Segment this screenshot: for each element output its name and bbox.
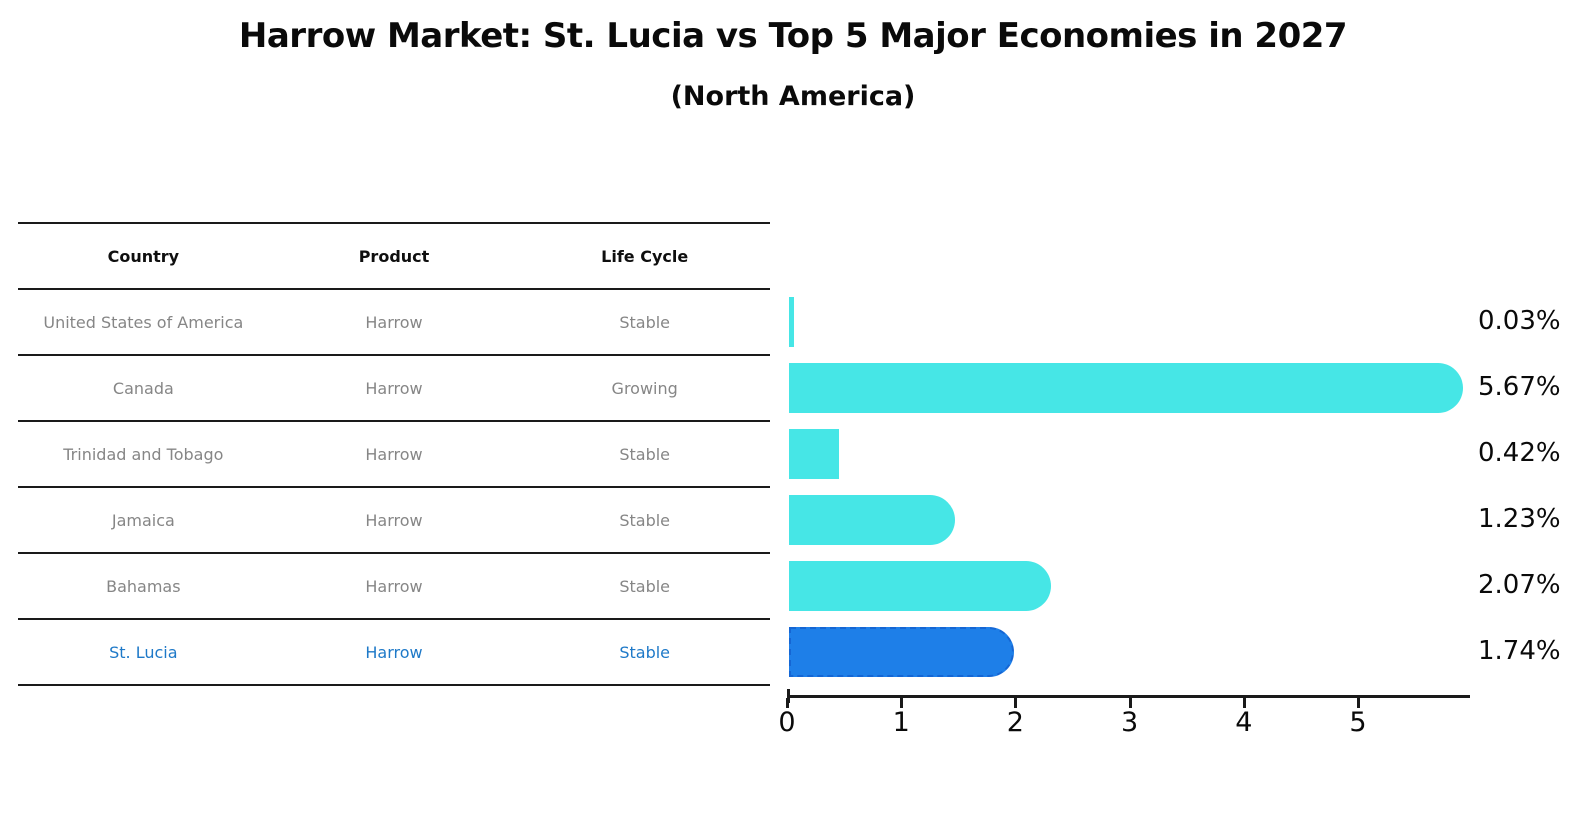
x-axis-tick-label: 2 <box>1006 707 1024 738</box>
table-row-trinidad-and-tobago: Trinidad and Tobago Harrow Stable <box>18 422 770 488</box>
table-cell-country: Trinidad and Tobago <box>63 444 224 464</box>
table-row-canada: Canada Harrow Growing <box>18 356 770 422</box>
bar-value-label: 0.42% <box>1478 438 1561 468</box>
chart-title: Harrow Market: St. Lucia vs Top 5 Major … <box>238 16 1348 56</box>
table-cell-country: Canada <box>112 378 174 398</box>
table-cell-life-cycle: Growing <box>611 378 678 398</box>
y-axis-spine <box>787 689 790 703</box>
bar-united-states-of-america <box>789 297 795 347</box>
x-axis-tick-label: 1 <box>892 707 910 738</box>
x-axis-tick-label: 5 <box>1349 707 1367 738</box>
table-cell-product: Harrow <box>365 510 423 530</box>
bar-st-lucia <box>789 627 1014 677</box>
bar-value-label: 1.23% <box>1478 504 1561 534</box>
table-cell-product: Harrow <box>365 576 423 596</box>
x-axis-tick-label: 3 <box>1121 707 1139 738</box>
x-axis-tick <box>1242 698 1246 708</box>
table-cell-product: Harrow <box>365 444 423 464</box>
table-header-cell: Product <box>358 246 430 266</box>
table-cell-life-cycle: Stable <box>619 576 671 596</box>
bar-value-label: 1.74% <box>1478 636 1561 666</box>
x-axis-line <box>787 695 1470 698</box>
table-cell-life-cycle: Stable <box>619 510 671 530</box>
bar-bahamas <box>789 561 1052 611</box>
bar-canada <box>789 363 1463 413</box>
table-row-united-states-of-america: United States of America Harrow Stable <box>18 290 770 356</box>
table-header-row: Country Product Life Cycle <box>18 224 770 290</box>
table-cell-life-cycle: Stable <box>619 642 671 662</box>
table-row-bahamas: Bahamas Harrow Stable <box>18 554 770 620</box>
table-cell-country: United States of America <box>43 312 244 332</box>
x-axis-tick <box>1014 698 1018 708</box>
country-table: Country Product Life Cycle United States of… <box>18 222 770 686</box>
table-cell-product: Harrow <box>365 642 423 662</box>
table-cell-life-cycle: Stable <box>619 444 671 464</box>
x-axis-tick <box>1128 698 1132 708</box>
table-cell-life-cycle: Stable <box>619 312 671 332</box>
x-axis-tick <box>900 698 904 708</box>
bar-value-label: 5.67% <box>1478 372 1561 402</box>
x-axis-tick <box>786 698 789 708</box>
x-axis-tick-label: 0 <box>778 707 796 738</box>
chart-subtitle: (North America) <box>670 81 916 112</box>
bar-value-label: 0.03% <box>1478 306 1561 336</box>
table-cell-country: Bahamas <box>106 576 181 596</box>
table-header-cell: Country <box>107 246 180 266</box>
table-row-jamaica: Jamaica Harrow Stable <box>18 488 770 554</box>
table-cell-country: Jamaica <box>111 510 175 530</box>
bar-value-label: 2.07% <box>1478 570 1561 600</box>
table-cell-product: Harrow <box>365 312 423 332</box>
bar-trinidad-and-tobago <box>789 429 839 479</box>
table-cell-country: St. Lucia <box>109 642 178 662</box>
x-axis-tick <box>1357 698 1360 708</box>
table-row-st-lucia: St. Lucia Harrow Stable <box>18 620 770 686</box>
table-cell-product: Harrow <box>365 378 423 398</box>
table-header-cell: Life Cycle <box>601 246 689 266</box>
bar-jamaica <box>789 495 956 545</box>
x-axis-tick-label: 4 <box>1235 707 1253 738</box>
